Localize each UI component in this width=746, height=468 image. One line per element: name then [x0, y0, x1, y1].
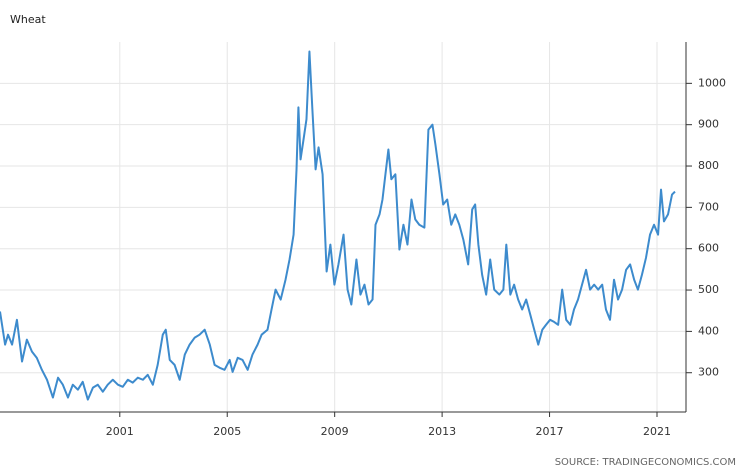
source-note: SOURCE: TRADINGECONOMICS.COM	[555, 457, 736, 468]
y-tick-label: 600	[698, 242, 719, 255]
y-tick-label: 300	[698, 366, 719, 379]
x-tick-label: 2009	[321, 425, 349, 438]
y-tick-label: 400	[698, 324, 719, 337]
chart-title: Wheat	[10, 13, 46, 26]
y-tick-label: 900	[698, 118, 719, 131]
y-tick-label: 1000	[698, 76, 726, 89]
x-tick-label: 2017	[536, 425, 564, 438]
y-tick-label: 700	[698, 200, 719, 213]
x-tick-label: 2021	[643, 425, 671, 438]
data-line	[0, 50, 676, 401]
y-tick-label: 800	[698, 159, 719, 172]
x-tick-label: 2001	[106, 425, 134, 438]
x-tick-label: 2005	[213, 425, 241, 438]
y-tick-label: 500	[698, 283, 719, 296]
x-tick-label: 2013	[428, 425, 456, 438]
